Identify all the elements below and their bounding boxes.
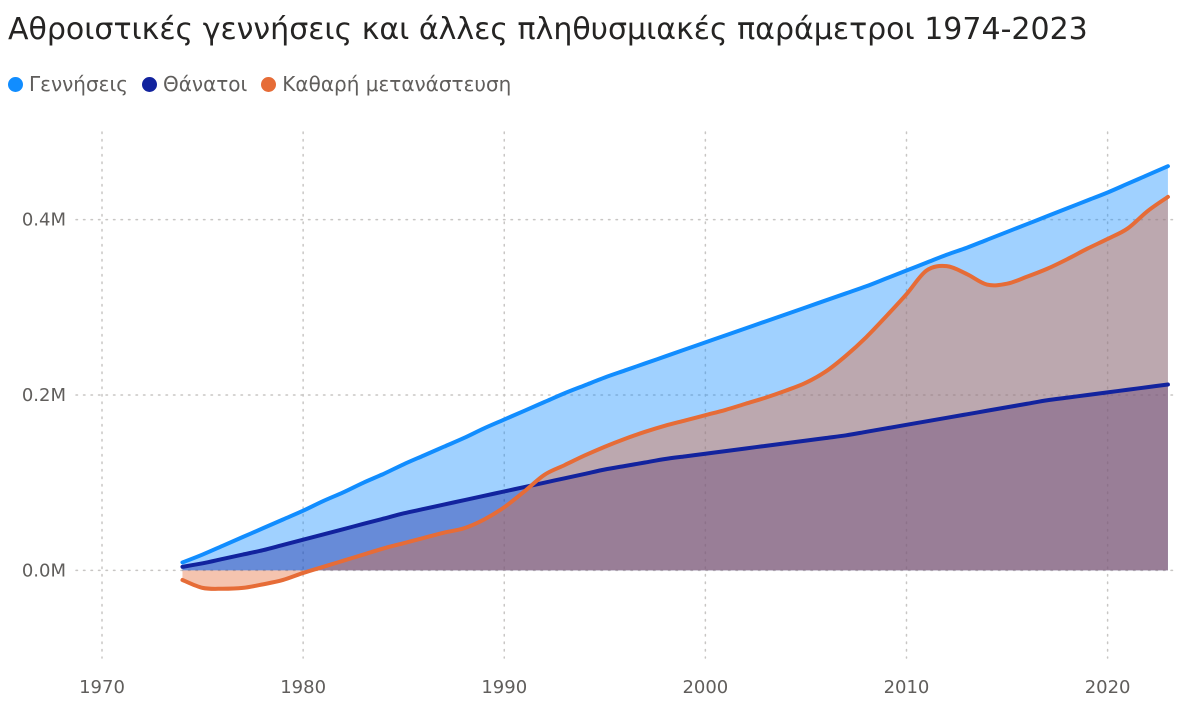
- legend-marker-net-migration: [261, 76, 277, 92]
- area-deaths: [182, 384, 1168, 571]
- line-net-migration[interactable]: [180, 194, 1170, 591]
- y-tick-label-0.4M: 0.4M: [22, 210, 66, 231]
- x-tick-label-1980: 1980: [280, 677, 326, 698]
- legend-item-net-migration[interactable]: Καθαρή μετανάστευση: [261, 72, 511, 96]
- legend-label-births: Γεννήσεις: [29, 72, 128, 96]
- area-net-migration: [182, 196, 1168, 589]
- legend: Γεννήσεις Θάνατοι Καθαρή μετανάστευση: [8, 72, 525, 96]
- legend-item-births[interactable]: Γεννήσεις: [8, 72, 128, 96]
- y-axis-ticks: 0.0M 0.2M 0.4M: [22, 210, 66, 582]
- area-births: [182, 166, 1168, 571]
- y-tick-label-0.0M: 0.0M: [22, 560, 66, 581]
- x-tick-label-1970: 1970: [79, 677, 125, 698]
- legend-item-deaths[interactable]: Θάνατοι: [141, 72, 248, 96]
- x-axis-ticks: 1970 1980 1990 2000 2010 2020: [79, 677, 1130, 698]
- y-tick-label-0.2M: 0.2M: [22, 385, 66, 406]
- x-tick-label-2000: 2000: [682, 677, 728, 698]
- legend-label-net-migration: Καθαρή μετανάστευση: [282, 72, 512, 96]
- legend-label-deaths: Θάνατοι: [162, 72, 248, 96]
- legend-marker-deaths: [141, 76, 157, 92]
- legend-marker-births: [8, 76, 23, 92]
- line-deaths[interactable]: [180, 382, 1170, 569]
- x-tick-label-1990: 1990: [481, 677, 527, 698]
- gridlines: [75, 131, 1179, 659]
- series-areas: [182, 166, 1168, 589]
- series-lines: [180, 164, 1170, 591]
- x-tick-label-2010: 2010: [884, 677, 930, 698]
- chart-title: Αθροιστικές γεννήσεις και άλλες πληθυσμι…: [8, 12, 1088, 47]
- x-tick-label-2020: 2020: [1085, 677, 1131, 698]
- line-births[interactable]: [180, 164, 1170, 565]
